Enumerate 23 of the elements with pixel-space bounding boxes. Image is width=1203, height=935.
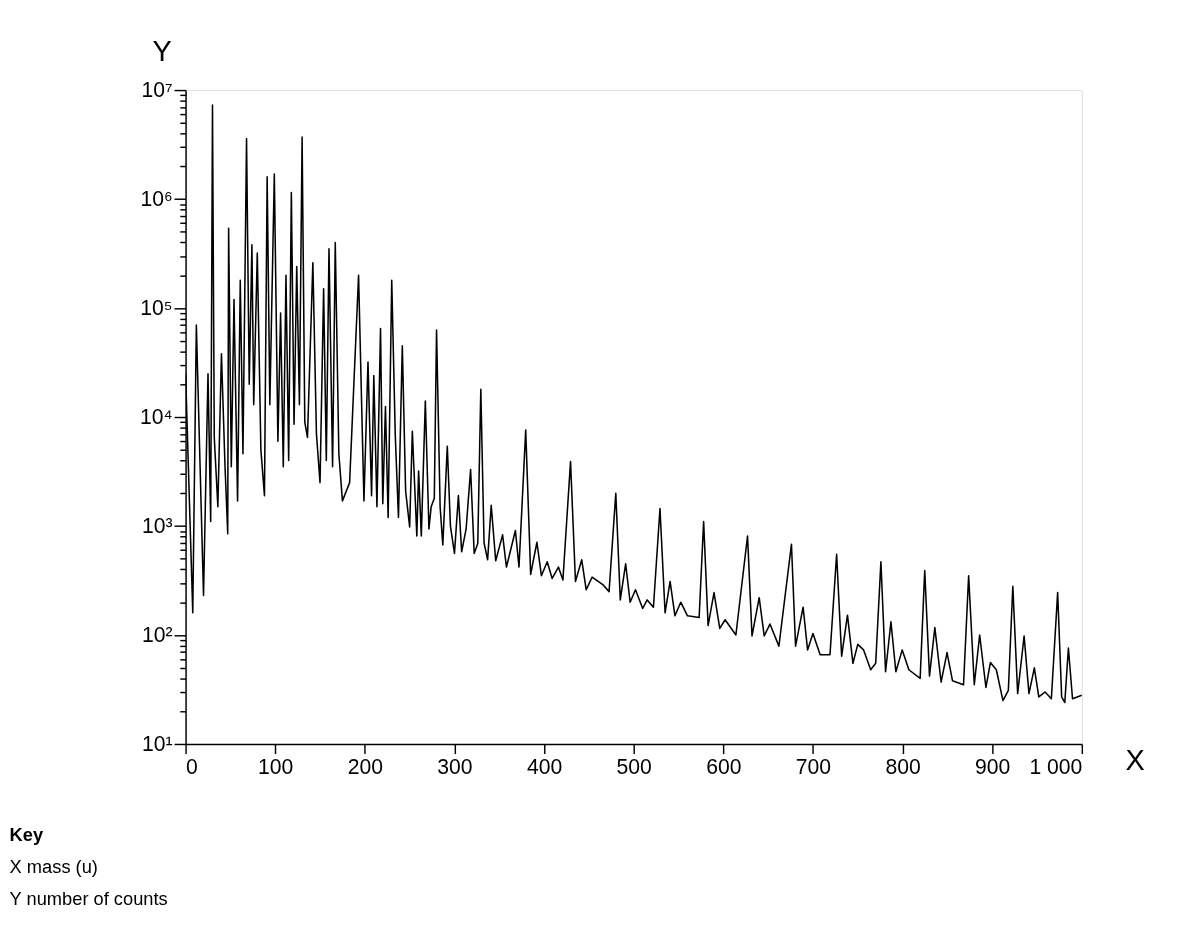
text: Y number of counts <box>9 887 168 909</box>
y-tick-label: 10⁵ <box>140 296 173 320</box>
y-tick-label: 10¹ <box>142 732 173 756</box>
y-axis-title: Y <box>152 34 172 67</box>
y-tick-label: 10⁷ <box>141 78 173 102</box>
x-tick-label: 700 <box>795 755 832 779</box>
x-tick-label: 900 <box>975 755 1011 779</box>
x-tick-label: 600 <box>706 755 742 779</box>
x-tick-label: 800 <box>885 755 921 779</box>
y-tick-label: 10⁶ <box>140 187 173 211</box>
x-tick-label: 400 <box>526 755 563 779</box>
x-tick-label: 1 000 <box>1029 755 1083 779</box>
y-tick-label: 10² <box>142 623 173 647</box>
x-tick-label: 100 <box>258 755 294 779</box>
text: Key <box>9 824 44 846</box>
y-tick-label: 10³ <box>142 514 173 538</box>
x-axis-title: X <box>1125 744 1145 777</box>
y-tick-label: 10⁴ <box>140 405 173 429</box>
x-tick-label: 0 <box>186 755 198 779</box>
text: X mass (u) <box>9 855 98 877</box>
x-tick-label: 300 <box>437 755 473 779</box>
x-tick-label: 500 <box>616 755 652 779</box>
x-tick-label: 200 <box>347 755 383 779</box>
